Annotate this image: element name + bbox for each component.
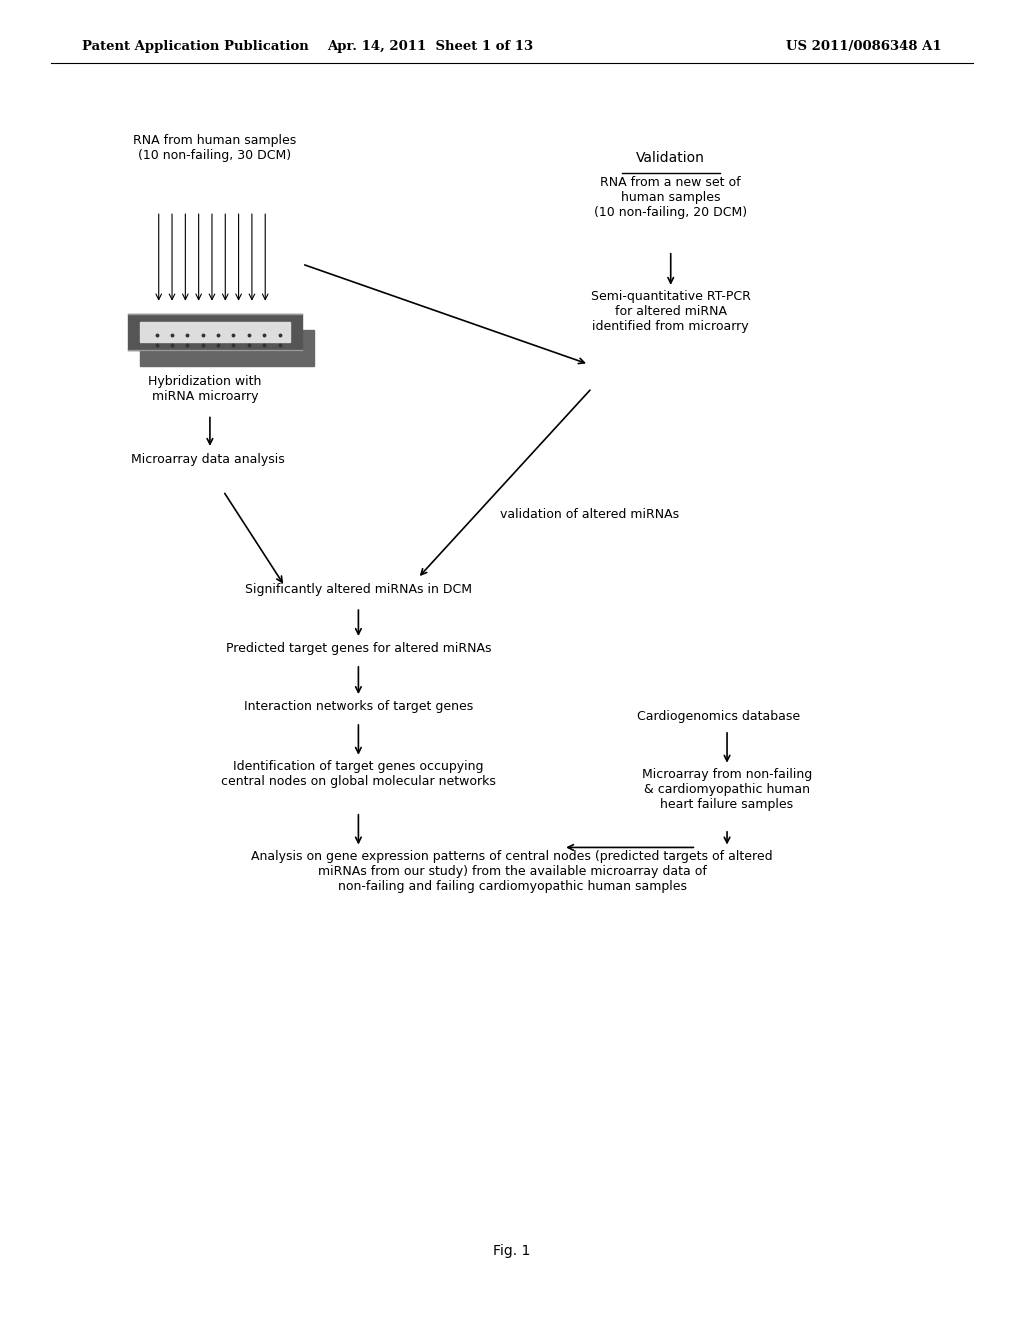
Text: validation of altered miRNAs: validation of altered miRNAs <box>500 508 679 521</box>
Polygon shape <box>140 322 290 342</box>
Text: Analysis on gene expression patterns of central nodes (predicted targets of alte: Analysis on gene expression patterns of … <box>251 850 773 894</box>
Polygon shape <box>128 314 302 350</box>
Text: Microarray data analysis: Microarray data analysis <box>131 453 285 466</box>
Text: Interaction networks of target genes: Interaction networks of target genes <box>244 700 473 713</box>
Text: US 2011/0086348 A1: US 2011/0086348 A1 <box>786 40 942 53</box>
Text: Microarray from non-failing
& cardiomyopathic human
heart failure samples: Microarray from non-failing & cardiomyop… <box>642 768 812 812</box>
Text: Apr. 14, 2011  Sheet 1 of 13: Apr. 14, 2011 Sheet 1 of 13 <box>327 40 534 53</box>
Text: Predicted target genes for altered miRNAs: Predicted target genes for altered miRNA… <box>225 642 492 655</box>
Text: Hybridization with
miRNA microarry: Hybridization with miRNA microarry <box>148 375 261 403</box>
Text: Semi-quantitative RT-PCR
for altered miRNA
identified from microarry: Semi-quantitative RT-PCR for altered miR… <box>591 290 751 334</box>
Polygon shape <box>140 330 314 366</box>
Text: Patent Application Publication: Patent Application Publication <box>82 40 308 53</box>
Text: Significantly altered miRNAs in DCM: Significantly altered miRNAs in DCM <box>245 583 472 597</box>
Text: Validation: Validation <box>636 150 706 165</box>
Text: Cardiogenomics database: Cardiogenomics database <box>637 710 800 723</box>
Text: RNA from human samples
(10 non-failing, 30 DCM): RNA from human samples (10 non-failing, … <box>133 135 297 162</box>
Text: RNA from a new set of
human samples
(10 non-failing, 20 DCM): RNA from a new set of human samples (10 … <box>594 176 748 219</box>
Text: Identification of target genes occupying
central nodes on global molecular netwo: Identification of target genes occupying… <box>221 760 496 788</box>
Text: Fig. 1: Fig. 1 <box>494 1245 530 1258</box>
